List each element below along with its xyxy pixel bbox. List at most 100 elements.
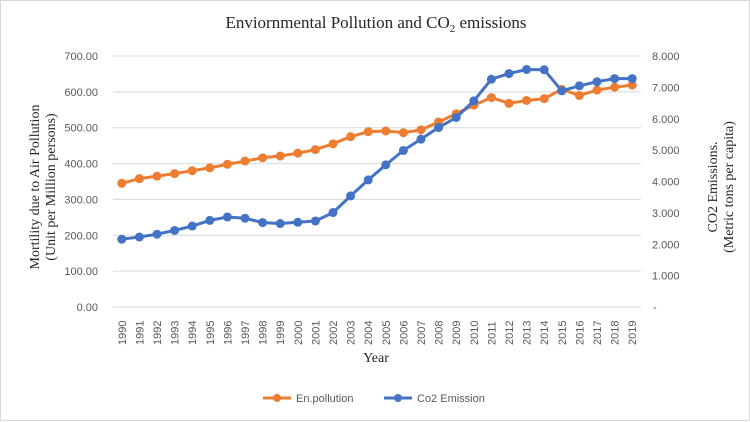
legend-label: En.pollution (296, 393, 354, 405)
data-point[interactable] (363, 127, 373, 137)
data-point[interactable] (434, 123, 444, 133)
x-tick-label: 1999 (275, 321, 287, 345)
legend: En.pollution Co2 Emission (263, 393, 485, 405)
x-tick-label: 2004 (363, 321, 375, 345)
right-tick-label: 2.000 (652, 239, 680, 251)
data-point[interactable] (627, 80, 637, 90)
data-point[interactable] (222, 212, 232, 222)
data-point[interactable] (363, 175, 373, 185)
x-tick-label: 1991 (134, 321, 146, 345)
data-point[interactable] (205, 215, 215, 225)
data-point[interactable] (134, 174, 144, 184)
data-point[interactable] (504, 69, 514, 79)
data-point[interactable] (416, 134, 426, 144)
data-point[interactable] (486, 93, 496, 103)
data-point[interactable] (328, 139, 338, 149)
right-axis-ticks: - 1.000 2.000 3.000 4.000 5.000 6.000 7.000 8.00… (652, 51, 680, 314)
right-tick-label: 8.000 (652, 51, 680, 63)
x-tick-label: 2016 (574, 321, 586, 345)
data-point[interactable] (187, 221, 197, 231)
left-tick-label: 200.00 (64, 230, 98, 242)
data-point[interactable] (451, 112, 461, 122)
data-point[interactable] (398, 145, 408, 155)
chart-title: Enviornmental Pollution and CO2 emission… (225, 13, 526, 35)
legend-item-en-pollution[interactable]: En.pollution (263, 393, 354, 405)
data-point[interactable] (205, 163, 215, 173)
x-tick-label: 2011 (486, 321, 498, 345)
x-tick-label: 1996 (222, 321, 234, 345)
legend-label: Co2 Emission (417, 393, 485, 405)
data-point[interactable] (258, 218, 268, 228)
data-point[interactable] (240, 213, 250, 223)
data-point[interactable] (381, 126, 391, 136)
data-point[interactable] (627, 74, 637, 84)
data-point[interactable] (170, 225, 180, 235)
data-point[interactable] (328, 208, 338, 218)
data-point[interactable] (522, 64, 532, 74)
series-en-pollution (117, 80, 637, 188)
x-tick-label: 2001 (310, 321, 322, 345)
data-point[interactable] (240, 156, 250, 166)
left-tick-label: 100.00 (64, 266, 98, 278)
data-point[interactable] (293, 217, 303, 227)
data-point[interactable] (275, 151, 285, 161)
data-point[interactable] (310, 216, 320, 226)
x-tick-label: 1997 (240, 321, 252, 345)
left-tick-label: 300.00 (64, 194, 98, 206)
right-tick-label: 3.000 (652, 208, 680, 220)
data-point[interactable] (610, 74, 620, 84)
data-point[interactable] (592, 85, 602, 95)
data-point[interactable] (310, 145, 320, 155)
data-point[interactable] (170, 169, 180, 179)
data-point[interactable] (381, 160, 391, 170)
right-tick-label: 1.000 (652, 271, 680, 283)
data-point[interactable] (152, 171, 162, 181)
data-point[interactable] (416, 125, 426, 135)
data-point[interactable] (293, 148, 303, 158)
data-point[interactable] (610, 82, 620, 92)
data-point[interactable] (522, 95, 532, 105)
data-point[interactable] (152, 229, 162, 239)
series-group (117, 64, 637, 244)
data-point[interactable] (187, 166, 197, 176)
data-point[interactable] (134, 232, 144, 242)
left-tick-label: 600.00 (64, 87, 98, 99)
x-tick-label: 2014 (539, 321, 551, 345)
gridlines (113, 55, 641, 308)
data-point[interactable] (117, 178, 127, 188)
data-point[interactable] (469, 96, 479, 106)
x-tick-label: 2009 (451, 321, 463, 345)
x-tick-label: 1993 (170, 321, 182, 345)
right-tick-label: - (653, 302, 657, 314)
data-point[interactable] (346, 132, 356, 142)
left-tick-label: 500.00 (64, 123, 98, 135)
data-point[interactable] (539, 65, 549, 75)
series-line (121, 83, 633, 185)
x-tick-label: 2003 (346, 321, 358, 345)
x-tick-label: 2008 (434, 321, 446, 345)
data-point[interactable] (557, 86, 567, 96)
data-point[interactable] (258, 153, 268, 163)
data-point[interactable] (398, 128, 408, 138)
right-tick-label: 6.000 (652, 114, 680, 126)
data-point[interactable] (346, 191, 356, 201)
legend-item-co2-emission[interactable]: Co2 Emission (384, 393, 485, 405)
data-point[interactable] (592, 77, 602, 87)
series-co2-emission (117, 64, 637, 244)
data-point[interactable] (574, 81, 584, 91)
x-tick-label: 2002 (328, 321, 340, 345)
x-tick-label: 2019 (627, 321, 639, 345)
x-tick-label: 2000 (293, 321, 305, 345)
data-point[interactable] (486, 74, 496, 84)
x-tick-label: 1992 (152, 321, 164, 345)
right-axis-label-line1: CO2 Emissions. (706, 141, 721, 232)
data-point[interactable] (275, 219, 285, 229)
data-point[interactable] (574, 90, 584, 100)
x-tick-label: 2012 (504, 321, 516, 345)
data-point[interactable] (222, 159, 232, 169)
data-point[interactable] (539, 94, 549, 104)
left-axis-label: Mortility due to Air Pollution (Unit per… (28, 105, 59, 270)
data-point[interactable] (504, 98, 514, 108)
data-point[interactable] (117, 234, 127, 244)
